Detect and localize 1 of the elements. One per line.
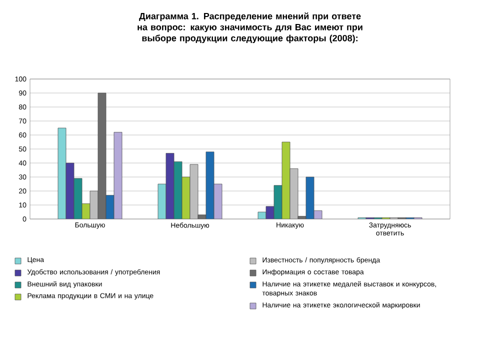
chart-title: Диаграмма 1. Распределение мнений при ответе на вопрос: какую значимость для Вас имеют при выборе продукции следующие факторы (2008):	[138, 12, 362, 44]
